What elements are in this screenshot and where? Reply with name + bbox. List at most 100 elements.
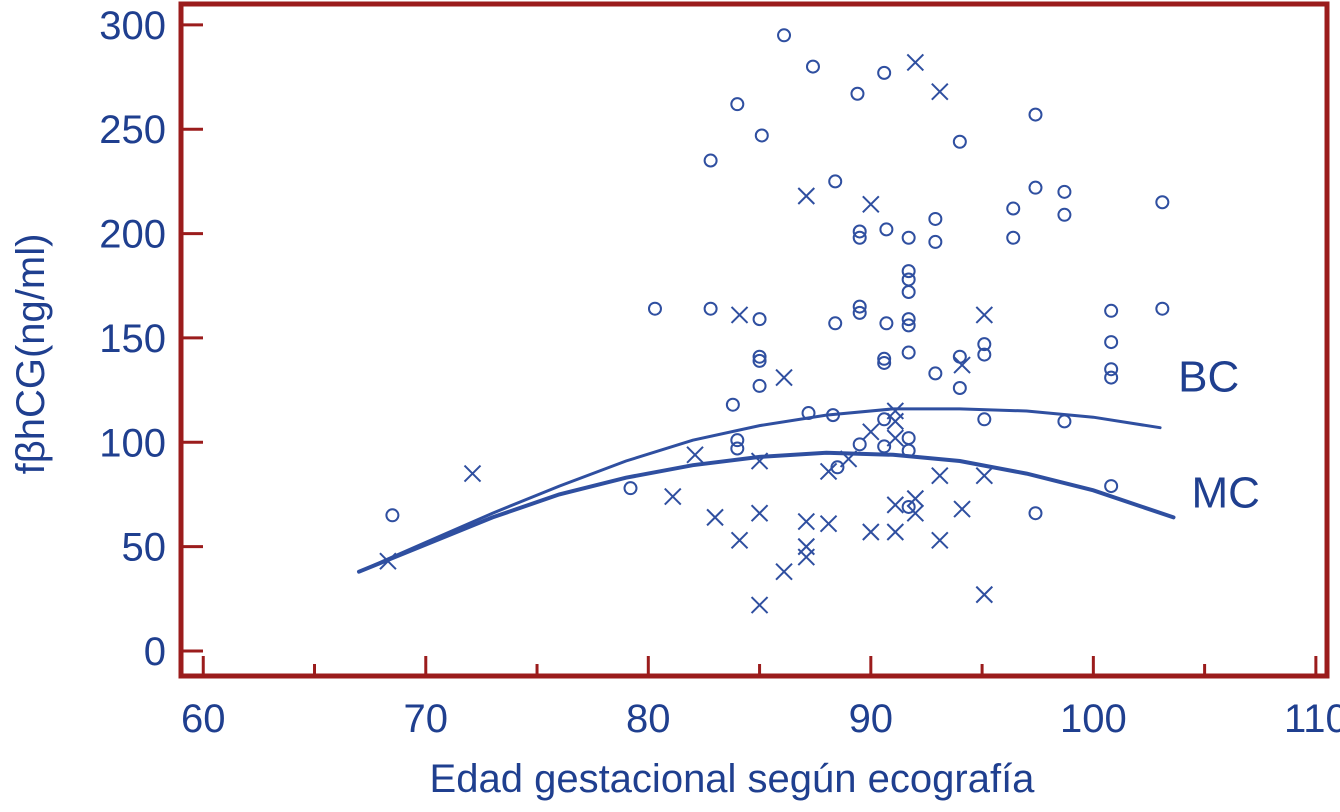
point-circle	[1057, 414, 1072, 429]
point-circle	[1155, 301, 1170, 316]
point-circle	[877, 439, 892, 454]
point-circle	[752, 378, 767, 393]
point-cross	[664, 487, 682, 506]
point-cross	[886, 412, 905, 431]
point-cross	[797, 548, 816, 566]
point-circle	[703, 301, 718, 316]
point-circle	[730, 433, 745, 448]
point-cross	[862, 423, 880, 441]
point-circle	[1155, 195, 1170, 210]
point-circle	[647, 301, 662, 316]
point-circle	[928, 234, 943, 249]
point-cross	[906, 489, 925, 508]
x-tick-label: 100	[1060, 697, 1127, 741]
point-circle	[901, 285, 916, 299]
point-cross	[379, 552, 397, 570]
point-cross	[775, 562, 793, 581]
point-circle	[1057, 207, 1072, 222]
point-circle	[877, 412, 892, 427]
curve-label-mc: MC	[1191, 468, 1259, 517]
point-circle	[952, 381, 967, 395]
point-circle	[852, 224, 867, 239]
point-circle	[928, 366, 943, 381]
point-cross	[953, 500, 971, 518]
point-cross	[706, 508, 724, 527]
y-tick-label: 250	[99, 108, 166, 152]
point-circle	[730, 441, 745, 456]
x-tick-label: 90	[849, 697, 894, 741]
point-circle	[879, 222, 894, 237]
point-circle	[901, 431, 916, 446]
point-cross	[797, 512, 816, 531]
point-cross	[463, 464, 482, 483]
point-cross	[975, 466, 994, 485]
point-circle	[952, 349, 967, 364]
y-tick-label: 150	[99, 317, 166, 361]
point-cross	[862, 195, 880, 214]
point-circle	[1104, 335, 1119, 350]
point-cross	[906, 53, 925, 72]
point-cross	[886, 496, 905, 514]
point-circle	[1006, 201, 1021, 216]
x-tick-label: 70	[404, 697, 449, 741]
y-tick-label: 200	[99, 213, 166, 257]
point-circle	[828, 316, 843, 331]
x-axis-title: Edad gestacional según ecografía	[430, 757, 1036, 801]
point-circle	[703, 153, 718, 168]
point-circle	[1104, 303, 1119, 318]
plot-frame	[178, 1, 1330, 679]
x-tick-label: 60	[181, 697, 226, 741]
curve-label-bc: BC	[1178, 353, 1239, 402]
point-circle	[901, 230, 916, 245]
point-circle	[754, 128, 769, 143]
point-circle	[1104, 479, 1119, 494]
marks-layer	[357, 28, 1176, 614]
point-circle	[752, 349, 767, 364]
point-circle	[805, 59, 820, 74]
point-cross	[931, 82, 949, 101]
point-cross	[750, 452, 769, 470]
point-circle	[901, 312, 916, 327]
point-cross	[750, 596, 769, 614]
point-circle	[828, 174, 843, 189]
point-circle	[752, 312, 767, 327]
point-cross	[819, 462, 838, 481]
curve-labels: BC MC	[1178, 353, 1260, 518]
y-tick-label: 300	[99, 4, 166, 48]
point-circle	[730, 97, 745, 112]
x-tick-label: 110	[1284, 697, 1340, 741]
point-cross	[862, 523, 880, 541]
point-circle	[825, 408, 840, 423]
curve-mc	[357, 450, 1176, 574]
curve-bc	[357, 407, 1162, 574]
point-circle	[1104, 370, 1119, 385]
point-circle	[852, 437, 867, 452]
point-circle	[977, 412, 992, 427]
point-cross	[730, 306, 749, 324]
y-tick-label: 50	[122, 526, 167, 570]
point-circle	[901, 345, 916, 360]
point-cross	[686, 446, 704, 464]
point-circle	[977, 337, 992, 352]
point-cross	[775, 368, 793, 387]
y-tick-label: 0	[144, 630, 166, 674]
point-circle	[1104, 362, 1119, 377]
point-circle	[901, 272, 916, 287]
point-circle	[928, 211, 943, 226]
point-circle	[901, 443, 916, 458]
y-tick-label: 100	[99, 421, 166, 465]
point-circle	[725, 397, 740, 412]
y-axis-title: fβhCG(ng/ml)	[9, 234, 53, 475]
point-cross	[819, 514, 838, 533]
point-circle	[777, 28, 792, 43]
point-circle	[877, 65, 892, 80]
point-cross	[931, 531, 949, 550]
point-cross	[839, 450, 858, 468]
point-circle	[850, 86, 865, 101]
point-circle	[1028, 180, 1043, 195]
point-cross	[886, 523, 905, 541]
point-circle	[852, 305, 867, 320]
point-circle	[752, 353, 767, 368]
point-circle	[852, 230, 867, 245]
